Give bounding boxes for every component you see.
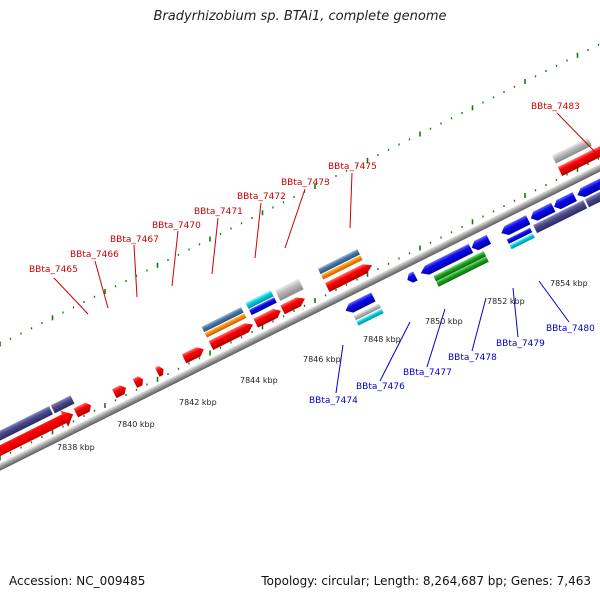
gene-arrow-reverse[interactable] — [343, 292, 376, 315]
ruler-labels: 7838 kbp 7840 kbp 7842 kbp 7844 kbp 7846… — [57, 279, 588, 452]
gene-label[interactable]: BBta_7470 — [152, 221, 201, 231]
gene-arrow-reverse[interactable] — [470, 234, 492, 252]
gene-label[interactable]: BBta_7466 — [70, 250, 119, 260]
gene-label[interactable]: BBta_7480 — [546, 324, 595, 334]
gene-block-cyan[interactable] — [245, 290, 274, 309]
gene-block-orange[interactable] — [321, 255, 363, 280]
gene-features — [0, 137, 600, 496]
gene-block-navy[interactable] — [0, 406, 54, 481]
gene-label[interactable]: BBta_7465 — [29, 265, 78, 275]
gene-block-blue[interactable] — [506, 227, 533, 244]
gene-block-navy[interactable] — [584, 181, 600, 208]
gene-arrow-forward[interactable] — [253, 306, 283, 328]
gene-block-grey[interactable] — [551, 137, 592, 164]
ruler-label: 7842 kbp — [179, 398, 217, 407]
ruler-label: 7852 kbp — [487, 297, 525, 306]
ruler-label: 7848 kbp — [363, 335, 401, 344]
gene-arrow-reverse[interactable] — [499, 215, 531, 237]
gene-arrow-forward[interactable] — [73, 401, 94, 418]
ruler-label: 7850 kbp — [425, 317, 463, 326]
gene-block-steel[interactable] — [317, 249, 360, 275]
gene-arrow-reverse[interactable] — [552, 192, 577, 211]
gene-label[interactable]: BBta_7472 — [237, 192, 286, 202]
gene-block-navy[interactable] — [533, 200, 588, 234]
gene-block-grey[interactable] — [274, 278, 304, 301]
gene-block-blue[interactable] — [249, 297, 277, 316]
gene-arrow-forward[interactable] — [0, 406, 77, 496]
ruler-label: 7840 kbp — [117, 420, 155, 429]
gene-block-cyan[interactable] — [356, 308, 384, 326]
gene-label[interactable]: BBta_7477 — [403, 368, 452, 378]
gene-block-cyan[interactable] — [509, 233, 535, 250]
gene-arrow-reverse[interactable] — [529, 202, 556, 223]
topology-text: Topology: circular; Length: 8,264,687 bp… — [261, 574, 591, 588]
ruler-label: 7838 kbp — [57, 443, 95, 452]
gene-block-green[interactable] — [435, 256, 489, 287]
gene-arrow-reverse[interactable] — [405, 271, 418, 285]
ruler-label: 7846 kbp — [303, 355, 341, 364]
gene-label[interactable]: BBta_7478 — [448, 353, 497, 363]
map-title: Bradyrhizobium sp. BTAi1, complete genom… — [153, 9, 447, 24]
tick-marks — [0, 43, 600, 461]
gene-block-orange[interactable] — [204, 313, 247, 338]
gene-label[interactable]: BBta_7474 — [309, 396, 358, 406]
gene-label[interactable]: BBta_7479 — [496, 339, 545, 349]
gene-label[interactable]: BBta_7471 — [194, 207, 243, 217]
gene-label[interactable]: BBta_7475 — [328, 162, 377, 172]
ruler-label: 7854 kbp — [550, 279, 588, 288]
gene-label[interactable]: BBta_7476 — [356, 382, 405, 392]
gene-arrow-forward[interactable] — [155, 365, 166, 377]
gene-arrow-forward[interactable] — [280, 294, 307, 315]
gene-arrow-forward[interactable] — [132, 375, 146, 388]
gene-labels-forward: BBta_7465 BBta_7466 BBta_7467 BBta_7470 … — [29, 102, 580, 275]
gene-block-steel[interactable] — [201, 307, 244, 333]
gene-arrow-forward[interactable] — [208, 320, 256, 350]
gene-arrow-forward[interactable] — [181, 345, 206, 364]
accession-text: Accession: NC_009485 — [9, 574, 146, 588]
gene-block-grey[interactable] — [353, 303, 381, 321]
gene-arrow-reverse[interactable] — [575, 170, 600, 200]
gene-arrow-forward[interactable] — [557, 141, 600, 176]
gene-block-navy[interactable] — [50, 395, 75, 414]
gene-label[interactable]: BBta_7473 — [281, 178, 330, 188]
ruler-label: 7844 kbp — [240, 376, 278, 385]
gene-arrow-forward[interactable] — [325, 261, 374, 292]
genome-backbone — [0, 87, 600, 541]
gene-arrow-forward[interactable] — [112, 383, 128, 399]
gene-labels-reverse: BBta_7474 BBta_7476 BBta_7477 BBta_7478 … — [309, 324, 595, 406]
gene-arrow-reverse[interactable] — [419, 243, 474, 278]
gene-block-green[interactable] — [433, 251, 487, 282]
gene-label[interactable]: BBta_7483 — [531, 102, 580, 112]
label-leader-lines — [53, 112, 599, 394]
gene-label[interactable]: BBta_7467 — [110, 235, 159, 245]
